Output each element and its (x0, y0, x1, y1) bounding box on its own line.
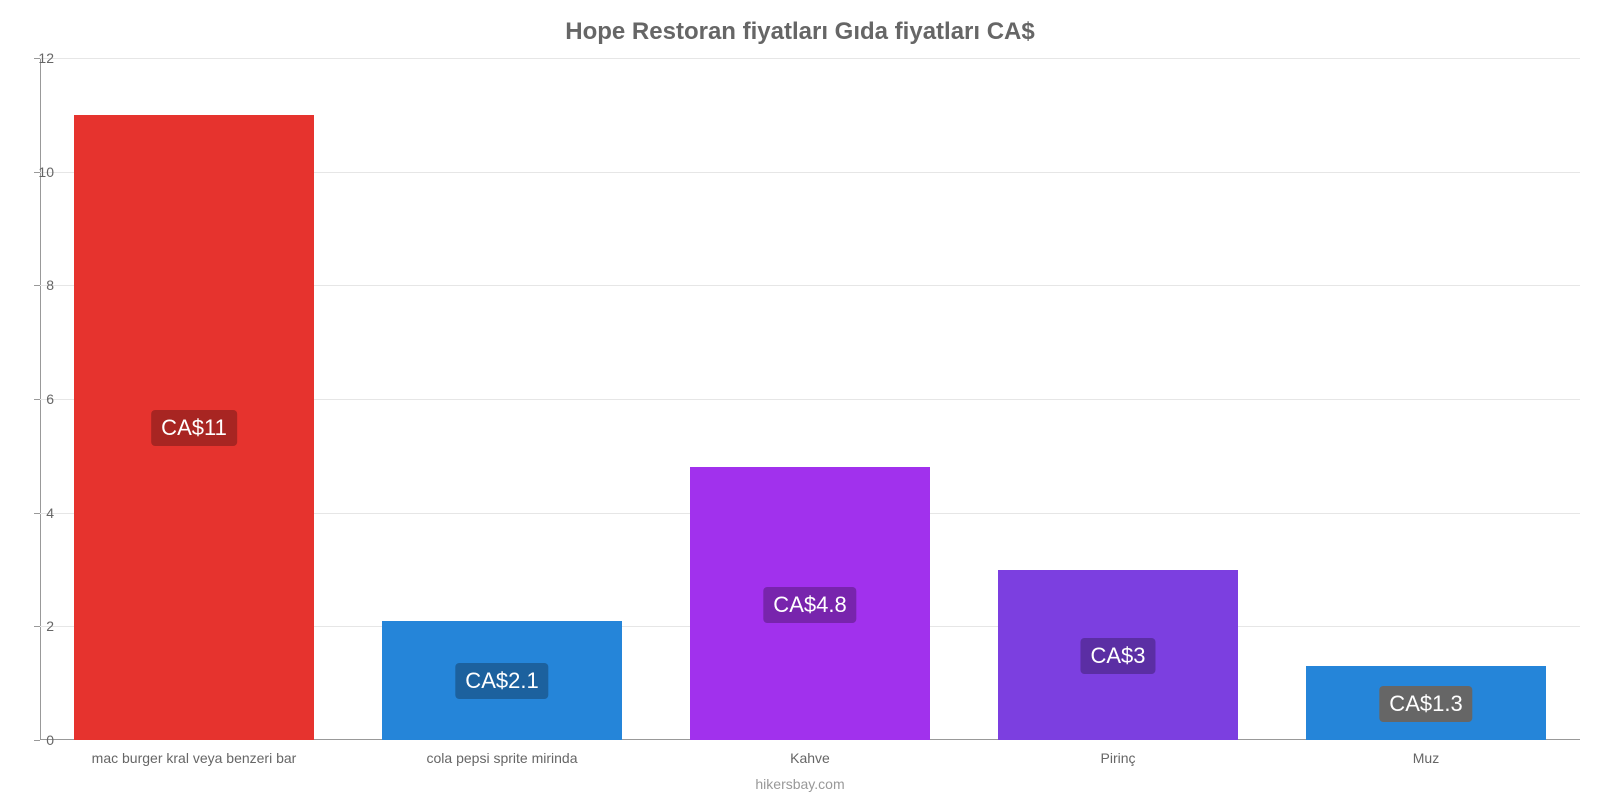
bar-value-label: CA$2.1 (455, 663, 548, 699)
y-tick-mark (34, 740, 40, 741)
bar-value-label: CA$1.3 (1379, 686, 1472, 722)
bar-value-label: CA$4.8 (763, 587, 856, 623)
y-tick-mark (34, 285, 40, 286)
y-tick-mark (34, 399, 40, 400)
y-tick-mark (34, 58, 40, 59)
bar-value-label: CA$11 (151, 410, 237, 446)
bar-value-label: CA$3 (1080, 638, 1155, 674)
y-tick-mark (34, 172, 40, 173)
plot-area: CA$11 CA$2.1 CA$4.8 CA$3 CA$1.3 (40, 58, 1580, 740)
chart-title: Hope Restoran fiyatları Gıda fiyatları C… (0, 18, 1600, 46)
x-tick-label: Kahve (790, 750, 830, 766)
x-tick-label: cola pepsi sprite mirinda (427, 750, 578, 766)
y-tick-mark (34, 513, 40, 514)
x-tick-label: Pirinç (1100, 750, 1135, 766)
x-tick-label: mac burger kral veya benzeri bar (92, 750, 297, 766)
gridline (40, 58, 1580, 59)
y-tick-mark (34, 626, 40, 627)
footer-text: hikersbay.com (0, 776, 1600, 792)
x-tick-label: Muz (1413, 750, 1439, 766)
